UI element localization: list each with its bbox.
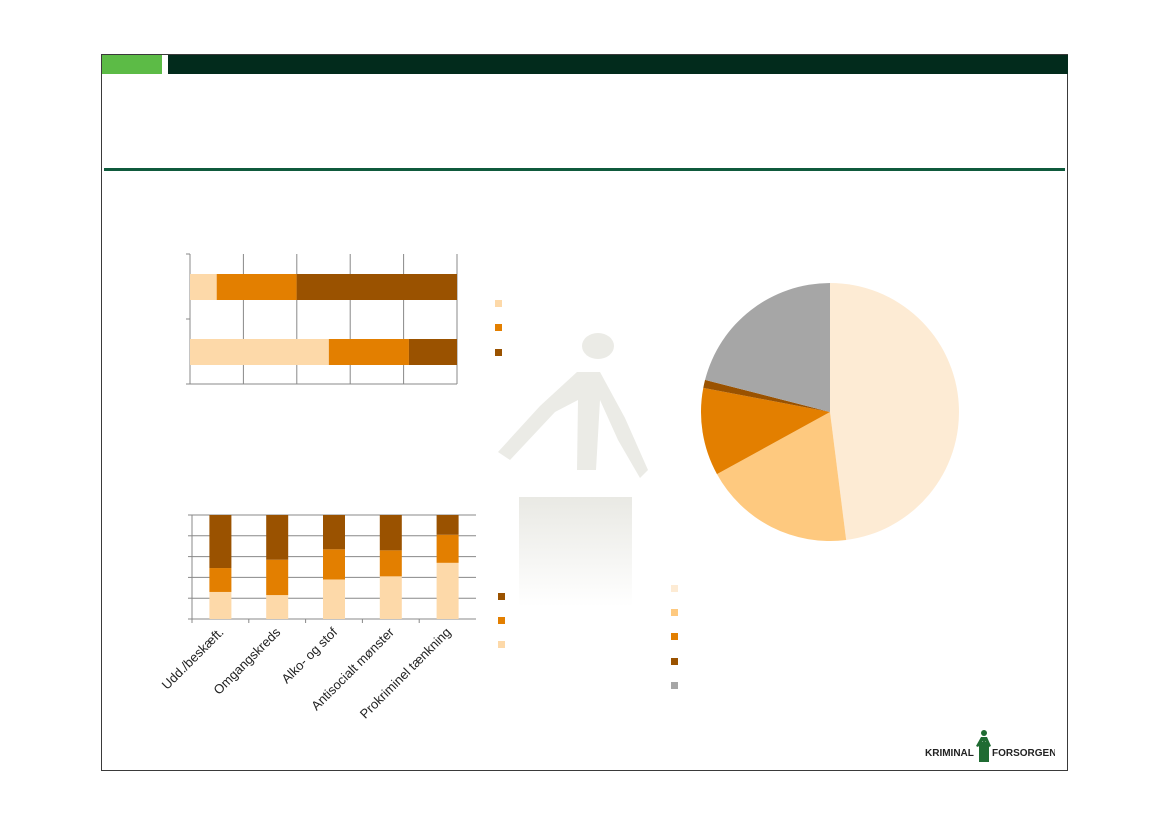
bar-segment (190, 339, 329, 365)
pie-slice (716, 412, 847, 541)
legend-swatch (495, 300, 502, 307)
logo-text-right: FORSORGEN (992, 748, 1055, 759)
bar-segment (436, 515, 459, 535)
bar-segment (323, 549, 345, 580)
kriminalforsorgen-logo: KRIMINAL FORSORGEN (925, 730, 1055, 762)
legend-swatch (498, 617, 505, 624)
bar-segment (216, 274, 297, 300)
legend-swatch (495, 324, 502, 331)
legend-swatch (498, 641, 505, 648)
legend-swatch (671, 658, 678, 665)
logo-text-left: KRIMINAL (925, 748, 974, 759)
bar-segment (436, 534, 459, 563)
watermark-body (498, 372, 648, 478)
bar-segment (190, 274, 217, 300)
bar-segment (209, 568, 232, 592)
bar-segment (266, 515, 289, 560)
pie-slice (830, 283, 959, 540)
legend-swatch (671, 633, 678, 640)
header-green-tab (102, 55, 162, 74)
bar-segment (379, 550, 402, 577)
legend-swatch (671, 585, 678, 592)
bar-segment (379, 515, 402, 551)
bar-segment (328, 339, 409, 365)
bar-segment (379, 576, 402, 619)
bar-segment (436, 562, 459, 619)
legend-swatch (671, 682, 678, 689)
bar-segment (323, 579, 345, 619)
watermark-base (519, 497, 632, 607)
bar-segment (209, 515, 232, 569)
bar-segment (296, 274, 457, 300)
header-bar (168, 55, 1068, 74)
pie-slice (703, 379, 830, 412)
bar-segment (408, 339, 457, 365)
title-underline (104, 168, 1065, 171)
bar-segment (323, 515, 345, 550)
legend-swatch (498, 593, 505, 600)
legend-swatch (671, 609, 678, 616)
bar-segment (266, 595, 289, 619)
legend-swatch (495, 349, 502, 356)
bar-segment (209, 591, 232, 619)
pie-slice (701, 387, 830, 475)
watermark-head (582, 333, 614, 359)
pie-slice (705, 283, 830, 412)
bar-segment (266, 559, 289, 596)
